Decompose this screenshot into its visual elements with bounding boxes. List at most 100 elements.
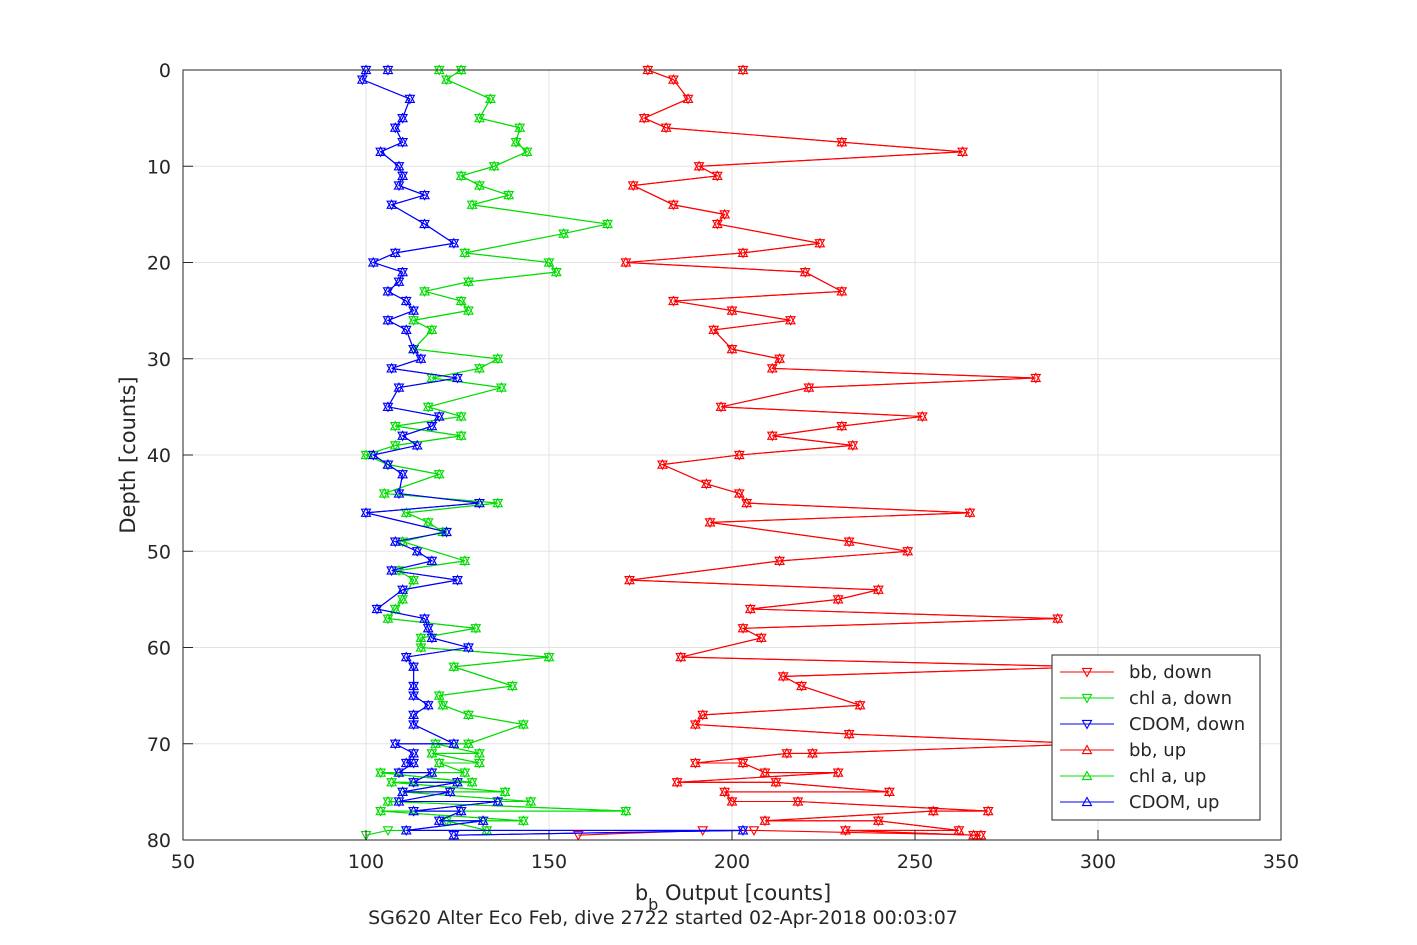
data-point-cdom-up [375, 146, 387, 156]
series-line-bb-up [625, 69, 1091, 836]
data-point-chl-a-up [463, 709, 474, 720]
series-chl-a-up [360, 64, 632, 835]
data-point-bb-up [726, 304, 738, 315]
x-axis-label-subscript: b [648, 895, 658, 914]
data-point-chl-a-up [466, 776, 478, 787]
data-point-cdom-up [389, 535, 401, 546]
y-axis-label: Depth [counts] [116, 376, 140, 533]
data-point-chl-a-up [620, 805, 632, 816]
data-point-cdom-up [400, 651, 412, 662]
x-tick-label: 350 [1263, 851, 1299, 873]
data-point-chl-a-up [455, 170, 467, 181]
data-point-chl-a-up [422, 516, 434, 527]
data-point-cdom-up [360, 507, 372, 517]
data-point-chl-a-up [506, 680, 518, 691]
data-point-cdom-up [400, 324, 412, 335]
data-point-bb-up [726, 343, 738, 354]
data-point-cdom-up [400, 295, 412, 306]
data-point-cdom-up [386, 564, 398, 575]
data-point-chl-a-up [499, 786, 511, 797]
data-point-cdom-up [419, 612, 430, 623]
legend-label: bb, down [1129, 662, 1212, 683]
data-point-chl-a-up [543, 256, 555, 267]
data-point-cdom-up [477, 815, 489, 825]
data-point-bb-up [697, 709, 709, 720]
data-point-cdom-up [463, 641, 474, 652]
data-point-cdom-up [426, 555, 438, 566]
data-point-bb-up [682, 93, 694, 104]
data-point-bb-up [770, 776, 782, 787]
data-point-bb-up [854, 699, 866, 710]
data-point-bb-up [704, 516, 716, 527]
data-point-chl-a-up [426, 324, 438, 335]
data-point-cdom-up [419, 218, 430, 229]
data-point-cdom-up [419, 189, 430, 200]
data-point-cdom-up [382, 314, 394, 325]
data-point-cdom-up [393, 487, 405, 498]
data-point-bb-up [975, 829, 987, 840]
data-point-bb-up [774, 353, 786, 363]
data-point-bb-up [675, 651, 687, 662]
legend-swatch-marker [1081, 744, 1093, 755]
data-point-chl-a-up [382, 612, 394, 623]
data-point-bb-down [748, 826, 760, 837]
data-point-chl-a-up [422, 401, 434, 412]
legend-item-chl-a-up: chl a, up [1060, 766, 1206, 787]
data-point-bb-up [832, 593, 844, 604]
data-point-chl-a-up [386, 776, 398, 787]
data-point-bb-up [638, 112, 650, 123]
data-point-bb-up [836, 420, 848, 431]
data-point-bb-up [620, 256, 632, 267]
x-tick-label: 50 [171, 851, 195, 873]
data-point-bb-up [668, 73, 679, 84]
data-point-cdom-up [408, 680, 420, 691]
data-point-chl-a-up [485, 93, 496, 104]
data-point-bb-up [715, 401, 727, 412]
data-point-chl-a-up [437, 699, 449, 710]
data-point-bb-up [964, 507, 976, 517]
data-point-cdom-up [422, 699, 434, 710]
legend-item-cdom-down: CDOM, down [1060, 714, 1245, 735]
data-point-cdom-up [393, 276, 405, 286]
data-point-chl-a-up [360, 449, 372, 460]
data-point-cdom-up [382, 401, 394, 412]
figure-footer: SG620 Alter Eco Feb, dive 2722 started 0… [368, 907, 958, 929]
data-point-bb-up [843, 728, 855, 739]
data-point-bb-up [737, 622, 749, 633]
legend-swatch-marker [1081, 693, 1093, 704]
data-point-chl-a-up [426, 747, 438, 758]
data-point-cdom-up [452, 776, 463, 787]
data-point-bb-up [1030, 372, 1042, 383]
data-point-chl-a-up [521, 146, 533, 156]
data-point-cdom-up [356, 73, 368, 84]
data-point-bb-up [726, 795, 738, 806]
data-point-cdom-up [448, 738, 460, 748]
data-point-bb-up [840, 824, 851, 835]
data-point-cdom-up [415, 353, 427, 363]
legend-swatch-marker [1081, 770, 1093, 781]
data-point-chl-a-down [382, 826, 394, 837]
data-point-chl-a-up [419, 285, 430, 296]
data-point-bb-up [689, 718, 701, 729]
data-point-chl-a-up [441, 73, 452, 84]
data-point-chl-a-up [400, 507, 412, 517]
data-point-chl-a-up [514, 122, 526, 132]
data-point-chl-a-up [602, 218, 613, 229]
series-line-cdom-up [361, 69, 744, 836]
data-point-chl-a-up [375, 766, 387, 777]
legend-label: chl a, up [1129, 766, 1206, 787]
data-point-bb-up [796, 680, 807, 691]
data-point-cdom-up [433, 410, 445, 421]
data-point-bb-up [624, 574, 635, 585]
data-point-cdom-up [382, 285, 394, 296]
data-point-chl-a-up [488, 160, 500, 171]
y-tick-label: 40 [147, 445, 171, 467]
data-point-chl-a-up [375, 805, 387, 816]
data-point-cdom-up [397, 430, 409, 440]
data-point-cdom-up [393, 160, 405, 171]
data-point-bb-up [671, 776, 683, 787]
data-point-chl-a-up [415, 632, 427, 643]
data-point-chl-a-up [495, 381, 507, 392]
data-point-bb-up [883, 786, 895, 797]
data-point-bb-up [737, 757, 749, 768]
